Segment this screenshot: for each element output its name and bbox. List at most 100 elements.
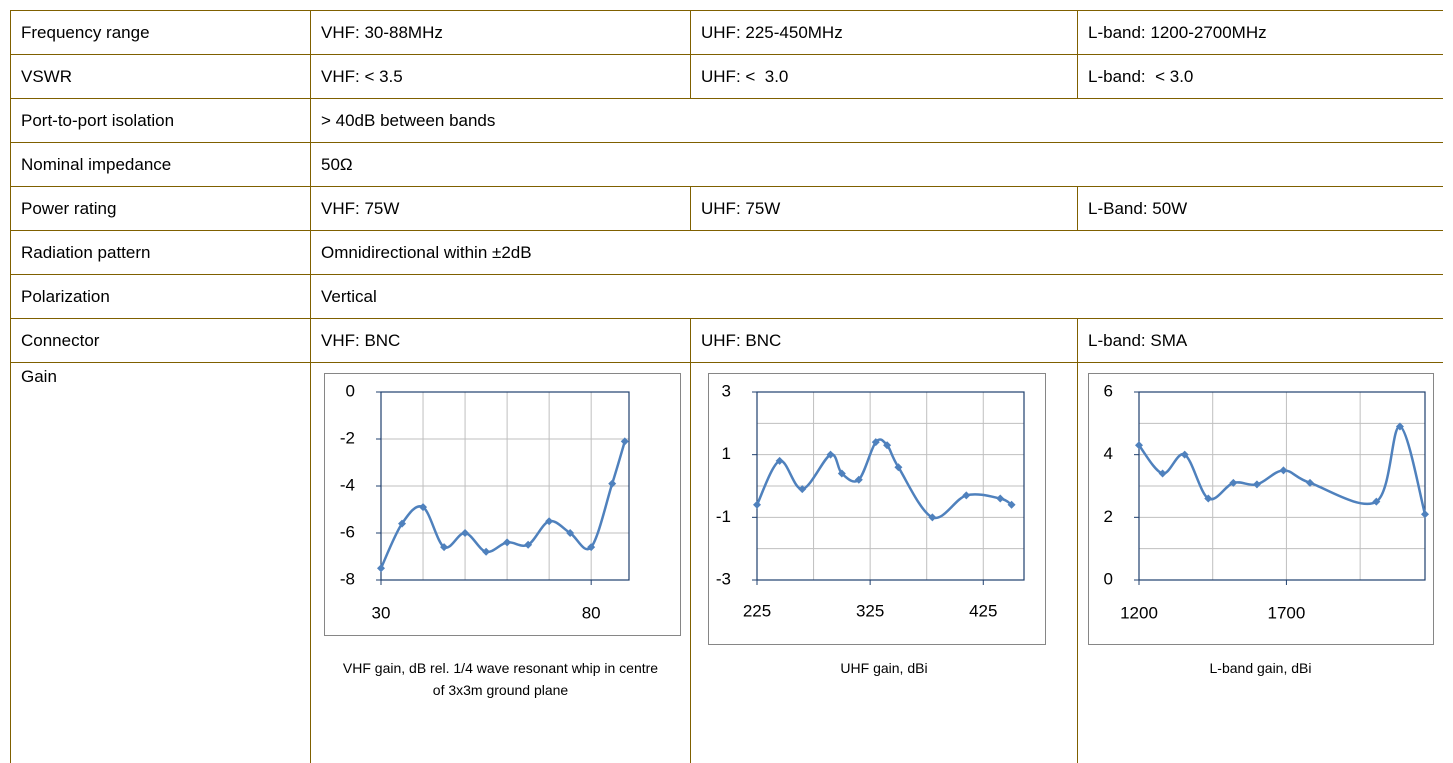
- data-point: [894, 463, 903, 472]
- x-tick-label: 425: [969, 601, 997, 620]
- row-label: Radiation pattern: [10, 230, 311, 275]
- row-value: VHF: BNC: [310, 318, 691, 363]
- data-point: [1158, 469, 1167, 478]
- row-value: VHF: 30-88MHz: [310, 10, 691, 55]
- gain-cell: 3 1 -1 -3 225 325 425 UHF gain, dBi: [690, 362, 1078, 763]
- row-label: Gain: [10, 362, 311, 763]
- table-row: Polarization Vertical: [10, 274, 1443, 319]
- data-point: [566, 529, 575, 537]
- chart: 3 1 -1 -3 225 325 425: [708, 373, 1046, 645]
- gain-cell: 6 4 2 0 1200 1700 L-band gain, dBi: [1077, 362, 1443, 763]
- gain-row: Gain 0 -2 -4 -6 -8 30 80 VHF gain, dB rel. 1/4 w…: [10, 362, 1443, 763]
- data-point: [440, 543, 449, 552]
- table-row: Port-to-port isolation > 40dB between ban…: [10, 98, 1443, 143]
- chart-frame: [708, 373, 1046, 645]
- y-tick-label: 1: [722, 444, 731, 463]
- data-point: [775, 456, 784, 465]
- row-value: 50Ω: [310, 142, 1443, 187]
- table-row: Power rating VHF: 75W UHF: 75W L-Band: 50W: [10, 186, 1443, 231]
- row-label: VSWR: [10, 54, 311, 99]
- row-value: L-Band: 50W: [1077, 186, 1443, 231]
- y-tick-label: 6: [1104, 381, 1113, 400]
- data-point: [1306, 478, 1315, 487]
- row-value: UHF: < 3.0: [690, 54, 1078, 99]
- data-point: [608, 479, 617, 488]
- row-value: Vertical: [310, 274, 1443, 319]
- data-point: [883, 441, 892, 450]
- spec-table: Frequency range VHF: 30-88MHz UHF: 225-450…: [10, 10, 1443, 763]
- data-point: [461, 529, 470, 537]
- y-tick-label: 0: [346, 381, 355, 400]
- data-point: [753, 500, 761, 509]
- chart-frame: [1088, 373, 1434, 645]
- data-point: [826, 450, 835, 459]
- row-label: Nominal impedance: [10, 142, 311, 187]
- row-value: L-band: SMA: [1077, 318, 1443, 363]
- y-tick-label: 3: [722, 381, 731, 400]
- y-tick-label: -3: [716, 569, 731, 588]
- x-tick-label: 225: [743, 601, 771, 620]
- row-value: L-band: < 3.0: [1077, 54, 1443, 99]
- data-point: [524, 540, 533, 549]
- data-point: [928, 513, 937, 522]
- data-point: [1180, 450, 1189, 459]
- row-value: VHF: < 3.5: [310, 54, 691, 99]
- x-tick-label: 325: [856, 601, 884, 620]
- data-point: [1007, 500, 1016, 509]
- data-point: [587, 543, 596, 552]
- plot-area: [756, 391, 1025, 581]
- data-point: [798, 485, 807, 494]
- row-value: VHF: 75W: [310, 186, 691, 231]
- chart: 6 4 2 0 1200 1700: [1088, 373, 1434, 645]
- data-point: [377, 564, 385, 573]
- chart-caption: L-band gain, dBi: [1209, 660, 1312, 676]
- data-point: [1372, 497, 1381, 506]
- data-point: [1252, 480, 1261, 489]
- data-point: [1279, 466, 1288, 475]
- data-point: [482, 547, 491, 556]
- data-point: [1135, 441, 1143, 450]
- plot-area: [1138, 391, 1426, 581]
- data-point: [871, 438, 880, 447]
- y-tick-label: -6: [340, 522, 355, 541]
- y-tick-label: 2: [1104, 507, 1113, 526]
- spec-table-wrap: Frequency range VHF: 30-88MHz UHF: 225-450…: [10, 10, 1443, 763]
- row-value: UHF: BNC: [690, 318, 1078, 363]
- table-row: Frequency range VHF: 30-88MHz UHF: 225-450…: [10, 10, 1443, 55]
- row-value: Omnidirectional within ±2dB: [310, 230, 1443, 275]
- y-tick-label: -4: [340, 475, 355, 494]
- data-point: [545, 517, 554, 526]
- x-tick-label: 30: [372, 603, 391, 622]
- chart-caption: VHF gain, dB rel. 1/4 wave resonant whip…: [342, 660, 659, 698]
- data-point: [837, 469, 846, 478]
- row-value: > 40dB between bands: [310, 98, 1443, 143]
- y-tick-label: -2: [340, 428, 355, 447]
- table-row: Connector VHF: BNC UHF: BNC L-band: SMA: [10, 318, 1443, 363]
- row-label: Polarization: [10, 274, 311, 319]
- x-tick-label: 1200: [1120, 603, 1158, 622]
- row-value: UHF: 225-450MHz: [690, 10, 1078, 55]
- data-point: [419, 503, 428, 512]
- row-label: Frequency range: [10, 10, 311, 55]
- data-point: [1229, 478, 1238, 487]
- data-point: [1421, 510, 1429, 519]
- series-line: [1138, 425, 1427, 515]
- y-tick-label: -1: [716, 507, 731, 526]
- row-label: Power rating: [10, 186, 311, 231]
- table-row: VSWR VHF: < 3.5 UHF: < 3.0 L-band: < 3.0: [10, 54, 1443, 99]
- row-value: L-band: 1200-2700MHz: [1077, 10, 1443, 55]
- data-point: [620, 437, 629, 446]
- data-point: [1395, 422, 1404, 431]
- data-point: [503, 538, 512, 547]
- data-point: [996, 494, 1005, 503]
- table-row: Radiation pattern Omnidirectional within …: [10, 230, 1443, 275]
- x-tick-label: 1700: [1268, 603, 1306, 622]
- table-row: Nominal impedance 50Ω: [10, 142, 1443, 187]
- gain-cell: 0 -2 -4 -6 -8 30 80 VHF gain, dB rel. 1/4 wave …: [310, 362, 691, 763]
- y-tick-label: 0: [1104, 569, 1113, 588]
- data-point: [1204, 494, 1213, 503]
- data-point: [398, 519, 407, 528]
- chart-frame: [324, 373, 681, 636]
- y-tick-label: 4: [1104, 444, 1113, 463]
- row-label: Port-to-port isolation: [10, 98, 311, 143]
